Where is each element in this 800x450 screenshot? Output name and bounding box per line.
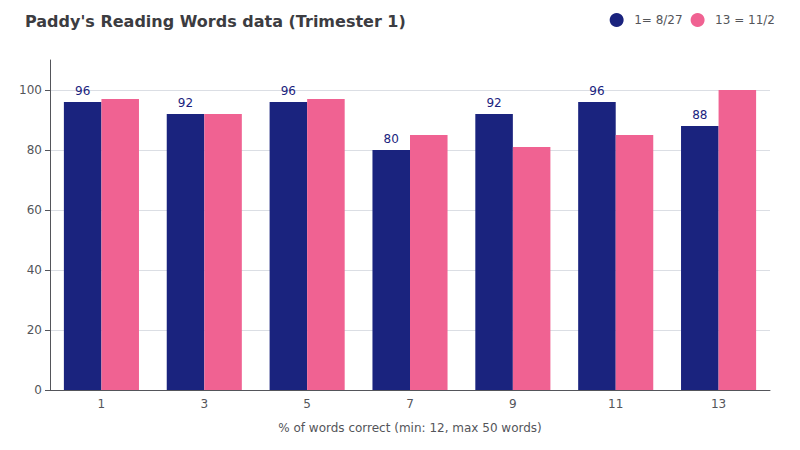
svg-text:88: 88 xyxy=(692,108,707,122)
svg-text:% of words correct (min: 12, m: % of words correct (min: 12, max 50 word… xyxy=(278,421,542,435)
svg-text:92: 92 xyxy=(178,96,193,110)
svg-text:1: 1 xyxy=(98,397,106,411)
svg-text:Paddy's Reading Words data (Tr: Paddy's Reading Words data (Trimester 1) xyxy=(25,12,406,31)
svg-text:5: 5 xyxy=(303,397,311,411)
svg-text:80: 80 xyxy=(384,132,399,146)
svg-text:92: 92 xyxy=(486,96,501,110)
svg-text:7: 7 xyxy=(406,397,414,411)
svg-text:20: 20 xyxy=(27,323,42,337)
svg-text:11: 11 xyxy=(608,397,623,411)
svg-text:96: 96 xyxy=(281,84,296,98)
svg-text:96: 96 xyxy=(589,84,604,98)
svg-text:100: 100 xyxy=(19,83,42,97)
svg-text:60: 60 xyxy=(27,203,42,217)
svg-text:9: 9 xyxy=(509,397,517,411)
svg-text:13 = 11/2: 13 = 11/2 xyxy=(715,13,775,27)
svg-text:13: 13 xyxy=(711,397,726,411)
svg-text:3: 3 xyxy=(200,397,208,411)
svg-text:40: 40 xyxy=(27,263,42,277)
svg-text:1= 8/27: 1= 8/27 xyxy=(634,13,682,27)
svg-text:80: 80 xyxy=(27,143,42,157)
svg-text:0: 0 xyxy=(34,383,42,397)
svg-text:96: 96 xyxy=(75,84,90,98)
